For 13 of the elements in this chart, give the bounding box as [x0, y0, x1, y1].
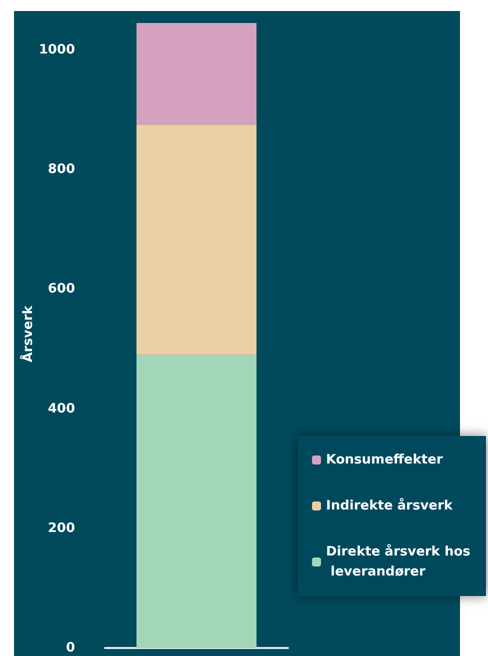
- y-tick-label: 1000: [38, 42, 75, 58]
- legend-label: Indirekte årsverk: [326, 498, 453, 514]
- y-tick-label: 600: [48, 282, 75, 297]
- legend-label: Direkte årsverk hos leverandører: [326, 544, 471, 580]
- y-axis-title: Årsverk: [18, 305, 36, 362]
- bar: [136, 354, 256, 648]
- legend-label: Konsumeffekter: [326, 452, 444, 468]
- y-tick-label: 400: [48, 401, 75, 416]
- y-tick-label: 800: [48, 162, 75, 178]
- bar: [136, 22, 256, 125]
- y-tick-label: 200: [48, 520, 75, 536]
- y-tick-label: 0: [66, 640, 75, 656]
- bar: [136, 124, 256, 355]
